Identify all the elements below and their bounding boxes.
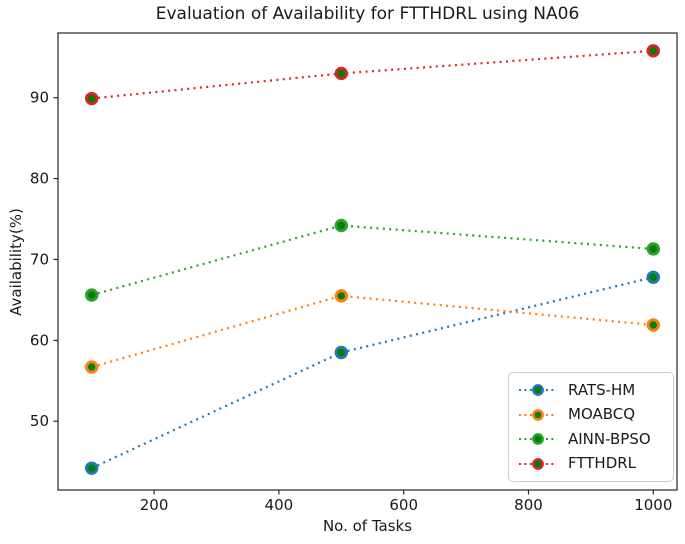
data-point-RATS-HM <box>334 345 348 360</box>
data-point-AINN-BPSO <box>334 218 348 233</box>
legend-line-sample <box>519 384 557 397</box>
data-point-FTTHDRL <box>646 44 660 58</box>
x-tick-label: 400 <box>265 496 294 514</box>
legend-marker <box>532 457 544 470</box>
legend-label: AINN-BPSO <box>568 429 651 448</box>
data-point-FTTHDRL <box>334 66 348 81</box>
y-tick-label: 60 <box>30 331 49 349</box>
legend-line-sample <box>519 408 557 421</box>
data-point-FTTHDRL <box>84 91 99 106</box>
series-line-MOABCQ <box>91 294 654 369</box>
legend-label: RATS-HM <box>568 380 636 399</box>
data-point-AINN-BPSO <box>646 242 660 256</box>
x-axis-label: No. of Tasks <box>322 517 413 535</box>
legend-marker <box>532 384 544 397</box>
data-point-RATS-HM <box>646 270 660 284</box>
series-line-FTTHDRL <box>91 49 654 100</box>
y-tick-label: 50 <box>30 412 49 430</box>
chart-title: Evaluation of Availability for FTTHDRL u… <box>155 4 580 24</box>
legend-entry-RATS-HM: RATS-HM <box>517 382 665 398</box>
legend-entry-MOABCQ: MOABCQ <box>517 407 665 423</box>
y-axis-label: Availability(%) <box>7 208 25 316</box>
legend: RATS-HM MOABCQ AINN-BPSO FTTHDRL <box>508 372 674 482</box>
x-tick-label: 1000 <box>634 496 672 514</box>
data-point-MOABCQ <box>646 318 660 332</box>
y-tick-label: 70 <box>30 250 49 268</box>
legend-marker <box>532 433 544 446</box>
x-tick-label: 600 <box>389 496 418 514</box>
legend-entry-AINN-BPSO: AINN-BPSO <box>517 431 665 447</box>
data-point-AINN-BPSO <box>84 288 99 302</box>
data-point-MOABCQ <box>84 360 99 374</box>
data-point-RATS-HM <box>84 461 99 475</box>
plot-border <box>57 32 678 491</box>
legend-label: FTTHDRL <box>568 454 637 473</box>
legend-label: MOABCQ <box>568 405 636 424</box>
legend-marker <box>532 408 544 421</box>
x-tick-label: 200 <box>140 496 169 514</box>
legend-entry-FTTHDRL: FTTHDRL <box>517 456 665 472</box>
legend-line-sample <box>519 457 557 470</box>
y-tick-label: 90 <box>30 89 49 107</box>
legend-line-sample <box>519 433 557 446</box>
y-tick-label: 80 <box>30 170 49 188</box>
series-line-AINN-BPSO <box>91 224 654 297</box>
x-tick-label: 800 <box>514 496 543 514</box>
data-point-MOABCQ <box>334 289 348 303</box>
